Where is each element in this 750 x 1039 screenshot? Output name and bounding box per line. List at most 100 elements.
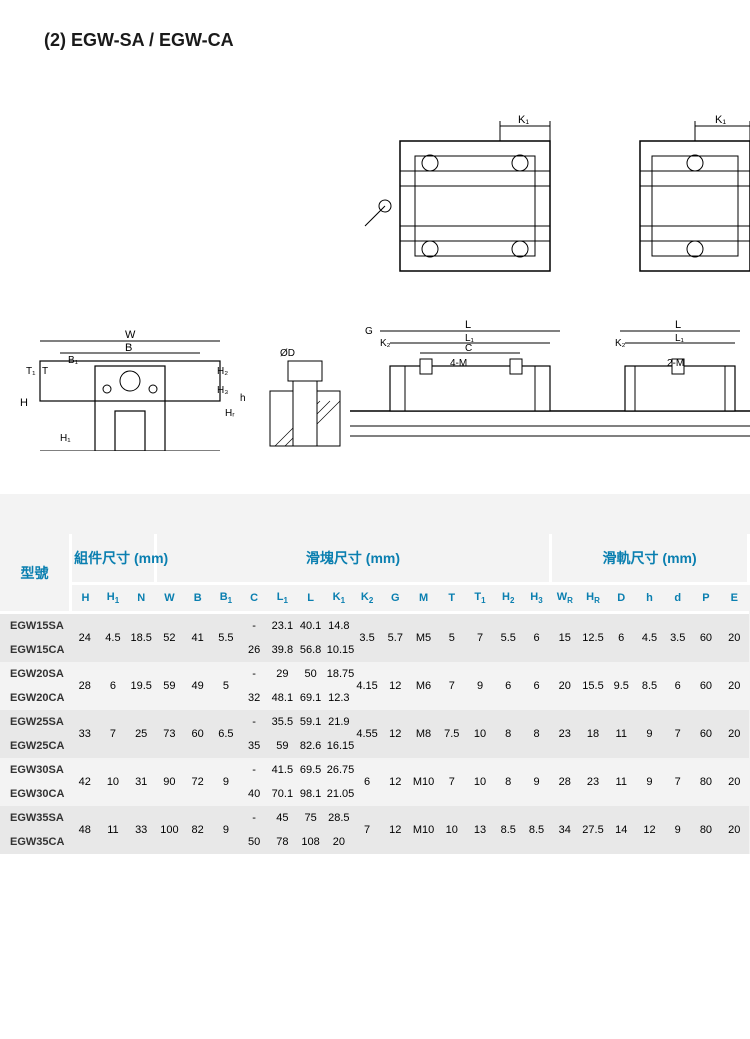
data-cell: 9 — [635, 710, 663, 758]
data-cell: - — [240, 758, 268, 782]
dim-k1: K₁ — [518, 114, 529, 126]
dim-k2: K₂ — [380, 338, 391, 349]
data-cell: 48.1 — [268, 686, 296, 710]
data-cell: 75 — [296, 806, 324, 830]
column-header-cell: L1 — [268, 584, 296, 613]
model-cell: EGW20CA — [0, 686, 71, 710]
data-cell: 8.5 — [494, 806, 522, 854]
data-cell: 3.5 — [664, 613, 692, 663]
data-cell: 33 — [71, 710, 99, 758]
data-cell: 21.05 — [325, 782, 353, 806]
data-cell: 11 — [607, 710, 635, 758]
column-header-cell: B — [184, 584, 212, 613]
data-cell: 28 — [551, 758, 579, 806]
data-cell: 6 — [353, 758, 381, 806]
data-cell: 60 — [692, 662, 720, 710]
data-cell: 5.5 — [494, 613, 522, 663]
data-cell: 50 — [240, 830, 268, 854]
column-header-cell: H1 — [99, 584, 127, 613]
data-cell: 45 — [268, 806, 296, 830]
model-cell: EGW25SA — [0, 710, 71, 734]
model-cell: EGW30CA — [0, 782, 71, 806]
table-row: EGW15SA244.518.552415.5-23.140.114.83.55… — [0, 613, 749, 639]
data-cell: 4.5 — [635, 613, 663, 663]
data-cell: M10 — [409, 806, 437, 854]
group-header-cell: 滑軌尺寸 (mm) — [551, 534, 749, 584]
data-cell: 27.5 — [579, 806, 607, 854]
data-cell: 8 — [522, 710, 550, 758]
data-cell: 7 — [466, 613, 494, 663]
data-cell: 7 — [664, 758, 692, 806]
model-cell: EGW15SA — [0, 613, 71, 639]
dim-g: G — [365, 326, 373, 337]
data-cell: M10 — [409, 758, 437, 806]
data-cell: 9 — [635, 758, 663, 806]
data-cell: 59 — [268, 734, 296, 758]
spec-table: 型號組件尺寸 (mm)滑塊尺寸 (mm)滑軌尺寸 (mm) HH1NWBB1CL… — [0, 534, 750, 854]
data-cell: 18.75 — [325, 662, 353, 686]
data-cell: 18 — [579, 710, 607, 758]
data-cell: 7 — [438, 662, 466, 710]
data-cell: 82.6 — [296, 734, 324, 758]
data-cell: 7 — [664, 710, 692, 758]
data-cell: 3.5 — [353, 613, 381, 663]
data-cell: 41 — [184, 613, 212, 663]
column-header-cell: D — [607, 584, 635, 613]
dim-t: T — [42, 366, 48, 377]
data-cell: 11 — [607, 758, 635, 806]
data-cell: 108 — [296, 830, 324, 854]
data-cell: 9 — [212, 806, 240, 854]
data-cell: 6 — [494, 662, 522, 710]
data-cell: 72 — [184, 758, 212, 806]
column-header-cell: H3 — [522, 584, 550, 613]
data-cell: 70.1 — [268, 782, 296, 806]
table-body: EGW15SA244.518.552415.5-23.140.114.83.55… — [0, 613, 749, 855]
column-header-cell: WR — [551, 584, 579, 613]
data-cell: 20 — [325, 830, 353, 854]
column-header-cell: L — [296, 584, 324, 613]
data-cell: 4.5 — [99, 613, 127, 663]
data-cell: 10 — [99, 758, 127, 806]
table-row: EGW25SA3372573606.5-35.559.121.94.5512M8… — [0, 710, 749, 734]
column-header-cell: N — [127, 584, 155, 613]
data-cell: 4.15 — [353, 662, 381, 710]
data-cell: 14 — [607, 806, 635, 854]
data-cell: 6.5 — [212, 710, 240, 758]
data-cell: 6 — [99, 662, 127, 710]
data-cell: 8 — [494, 758, 522, 806]
data-cell: 15 — [551, 613, 579, 663]
data-cell: 5 — [212, 662, 240, 710]
data-cell: 5.7 — [381, 613, 409, 663]
dim-w: W — [125, 329, 136, 341]
dim-h1: H₁ — [60, 433, 71, 444]
data-cell: 80 — [692, 758, 720, 806]
dim-h: H — [20, 397, 28, 409]
dim-k2-sa: K₂ — [615, 338, 626, 349]
data-cell: 10.15 — [325, 638, 353, 662]
data-cell: 6 — [664, 662, 692, 710]
dim-c: C — [465, 343, 472, 354]
dim-h2: H₂ — [217, 366, 228, 377]
model-cell: EGW15CA — [0, 638, 71, 662]
data-cell: 100 — [155, 806, 183, 854]
data-cell: 7.5 — [438, 710, 466, 758]
data-cell: 19.5 — [127, 662, 155, 710]
group-header-cell: 組件尺寸 (mm) — [71, 534, 156, 584]
data-cell: - — [240, 613, 268, 639]
data-cell: 15.5 — [579, 662, 607, 710]
data-cell: 98.1 — [296, 782, 324, 806]
data-cell: 56.8 — [296, 638, 324, 662]
data-cell: 20 — [551, 662, 579, 710]
data-cell: 39.8 — [268, 638, 296, 662]
data-cell: 8.5 — [522, 806, 550, 854]
data-cell: 7 — [99, 710, 127, 758]
column-header-cell: K2 — [353, 584, 381, 613]
column-header-cell: H — [71, 584, 99, 613]
column-header-cell: H2 — [494, 584, 522, 613]
data-cell: 23.1 — [268, 613, 296, 639]
data-cell: 48 — [71, 806, 99, 854]
data-cell: 50 — [296, 662, 324, 686]
data-cell: 33 — [127, 806, 155, 854]
data-cell: 4.55 — [353, 710, 381, 758]
data-cell: 11 — [99, 806, 127, 854]
